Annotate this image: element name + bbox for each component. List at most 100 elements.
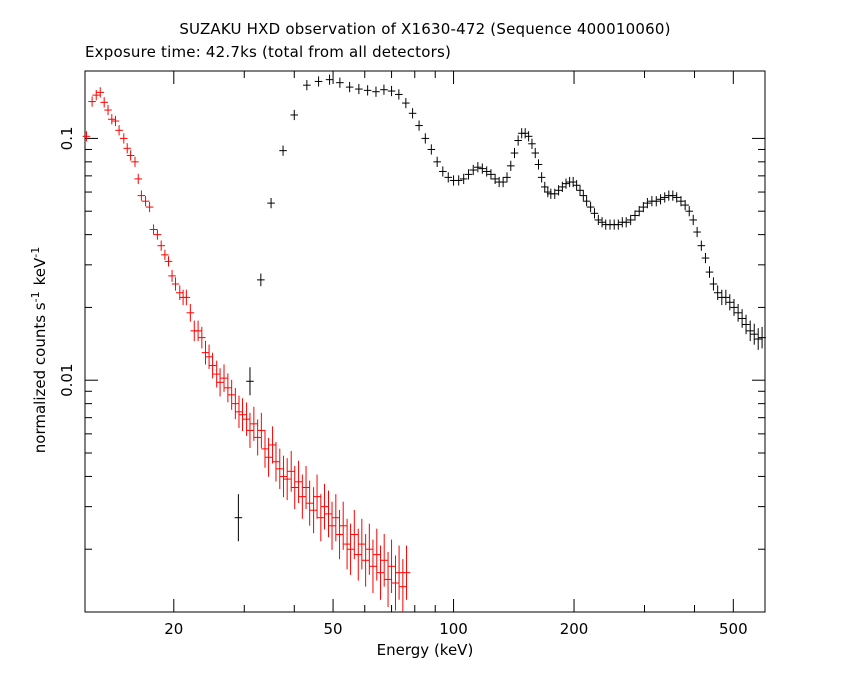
red-data-point [376,545,385,600]
black-data-point [722,289,730,306]
black-data-point [402,97,410,109]
black-data-point [758,326,766,349]
red-data-point [171,277,180,291]
black-data-point [709,277,718,291]
red-data-point [227,379,236,410]
red-data-point [126,150,135,161]
red-data-point [298,474,307,519]
x-tick-label: 500 [719,620,748,638]
black-data-point [669,190,677,201]
black-data-point [689,214,697,226]
red-data-point [268,426,277,464]
red-data-point [100,97,108,108]
black-data-point [598,217,606,228]
red-data-point [253,419,262,456]
black-data-point [738,309,746,328]
black-data-point [582,196,591,207]
red-data-point [104,104,112,116]
black-data-point [314,76,323,87]
black-data-point [750,323,759,345]
black-data-point [246,367,254,396]
black-data-point [487,169,495,180]
red-data-point [149,224,158,235]
y-tick-label: 0.01 [58,364,76,397]
axis-ticks [85,71,766,612]
series-red [82,87,411,612]
black-data-point [395,89,403,100]
black-data-point [534,159,543,170]
red-data-point [369,539,377,594]
red-data-point [220,364,228,392]
black-data-point [652,196,661,207]
black-data-point [482,166,491,177]
black-data-point [325,74,334,85]
red-data-point [212,360,221,388]
black-data-point [474,162,482,173]
red-data-point [182,289,191,306]
red-data-point [335,509,344,560]
black-data-point [754,328,762,350]
red-data-point [317,494,325,542]
black-data-point [672,192,681,203]
black-data-point [257,273,265,287]
black-data-point [514,135,522,146]
red-data-point [313,474,321,519]
red-data-point [168,269,176,282]
red-data-point [302,466,310,509]
x-axis-label: Energy (keV) [377,641,474,659]
black-data-point [726,294,734,311]
black-data-point [693,226,701,238]
red-data-point [96,87,105,98]
red-data-point [201,340,210,365]
black-data-point [622,217,630,228]
black-data-point [713,285,722,301]
black-data-point [681,199,689,211]
red-data-point [141,196,150,207]
black-data-point [594,214,603,226]
red-data-point [250,406,258,441]
black-data-point [746,320,754,342]
black-data-point [427,144,436,155]
red-data-point [324,490,333,538]
black-data-point [528,138,536,149]
red-data-point [309,487,318,534]
red-data-point [283,458,291,501]
x-tick-labels: 20 50 100 200 500 [164,620,747,638]
black-data-point [503,172,511,183]
red-data-point [276,448,284,490]
black-data-point [524,131,533,142]
black-data-point [701,252,710,264]
plot-frame [84,70,766,613]
series-black [234,74,766,542]
black-data-point [439,166,447,177]
black-data-point [421,133,430,144]
black-data-point [290,109,299,121]
red-data-point [358,518,366,570]
black-data-point [454,175,463,186]
red-data-point [343,518,351,570]
y-axis-label-unit: keV [31,257,49,285]
black-data-point [499,176,507,188]
red-data-point [354,528,363,581]
black-data-point [537,172,546,183]
red-data-point [186,303,195,322]
black-data-point [635,206,644,217]
black-data-point [491,173,499,185]
black-data-point [433,156,441,167]
black-data-point [469,164,478,176]
black-data-point [444,172,453,183]
black-data-point [540,181,549,193]
black-data-point [562,178,570,189]
black-data-point [363,85,372,96]
black-data-point [631,210,639,221]
red-data-point [123,143,132,154]
black-data-point [408,108,417,119]
red-data-point [216,368,224,397]
black-data-point [590,208,599,219]
red-data-point [164,256,173,267]
red-data-point [108,114,116,125]
red-data-point [384,551,392,607]
red-data-point [391,555,400,611]
chart-subtitle: Exposure time: 42.7ks (total from all de… [85,43,452,61]
